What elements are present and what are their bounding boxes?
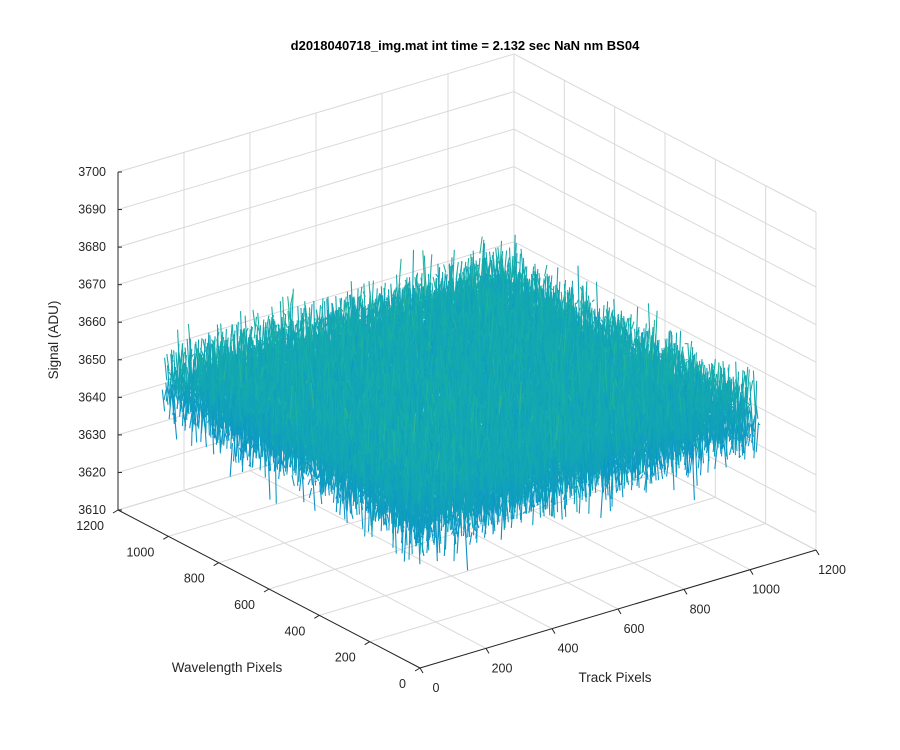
- surface-segment: [318, 318, 321, 321]
- floor-grid-y: [369, 523, 766, 643]
- surface-segment: [177, 388, 182, 409]
- surface-segment: [266, 315, 270, 329]
- surface-segment: [495, 260, 499, 272]
- surface-segment: [435, 273, 439, 278]
- surface-segment: [465, 257, 470, 282]
- surface-segment: [166, 353, 170, 372]
- surface-segment: [385, 298, 389, 300]
- floor-grid-y: [319, 496, 716, 616]
- wall-grid-z: [117, 128, 515, 248]
- surface-segment: [168, 390, 173, 420]
- surface-segment: [177, 376, 181, 389]
- surface-segment: [240, 329, 245, 345]
- surface-segment: [397, 283, 401, 296]
- surface-segment: [189, 412, 193, 429]
- surface-segment: [182, 412, 187, 427]
- surface-segment: [495, 253, 500, 265]
- wall-grid-z: [117, 203, 515, 323]
- surface-segment: [178, 401, 183, 417]
- wall-grid-z: [117, 91, 515, 211]
- surface-layer: [161, 234, 761, 571]
- surface-segment: [168, 371, 172, 376]
- surface-segment: [255, 324, 260, 331]
- surface-segment: [161, 389, 166, 412]
- surface-segment: [508, 301, 511, 304]
- surface-segment: [435, 288, 439, 291]
- surface-segment: [203, 357, 208, 368]
- wall-grid-z: [117, 241, 515, 361]
- surface-segment: [391, 289, 396, 297]
- side-grid-z: [513, 53, 817, 213]
- surface-segment: [252, 309, 256, 330]
- surface-segment: [423, 255, 428, 302]
- surface-segment: [167, 388, 171, 407]
- side-grid-z: [513, 241, 817, 401]
- surface-segment: [215, 348, 219, 351]
- surface-segment: [398, 258, 402, 290]
- surface-segment: [421, 300, 425, 303]
- surface-segment: [428, 254, 433, 293]
- surface-segment: [443, 264, 447, 273]
- side-grid-z: [513, 203, 817, 363]
- surface-segment: [163, 389, 167, 401]
- surface-segment: [165, 382, 169, 405]
- surface-segment: [200, 406, 203, 409]
- side-grid-z: [513, 166, 817, 326]
- surface-segment: [257, 312, 261, 339]
- surface-segment: [434, 278, 438, 302]
- surface-segment: [289, 293, 294, 306]
- surface-segment: [253, 316, 258, 339]
- surface-segment: [315, 310, 319, 320]
- side-grid-z: [513, 128, 817, 288]
- surface-segment: [172, 403, 176, 416]
- surface-segment: [455, 262, 459, 281]
- floor-grid-y: [268, 470, 666, 590]
- wall-grid-z: [117, 166, 515, 286]
- surface-segment: [479, 236, 483, 254]
- wall-grid-z: [117, 53, 515, 173]
- surface-segment: [274, 320, 278, 349]
- surface-segment: [170, 349, 175, 391]
- surface-segment: [214, 415, 218, 418]
- surface-segment: [170, 384, 174, 409]
- surface-segment: [287, 296, 291, 320]
- surface-segment: [179, 371, 183, 402]
- surface-segment: [175, 370, 179, 385]
- surface-segment: [173, 413, 178, 440]
- surface-segment: [164, 357, 168, 381]
- surface-segment: [166, 365, 171, 395]
- surface-segment: [325, 319, 330, 327]
- surface-segment: [172, 366, 177, 411]
- side-grid-z: [513, 91, 817, 250]
